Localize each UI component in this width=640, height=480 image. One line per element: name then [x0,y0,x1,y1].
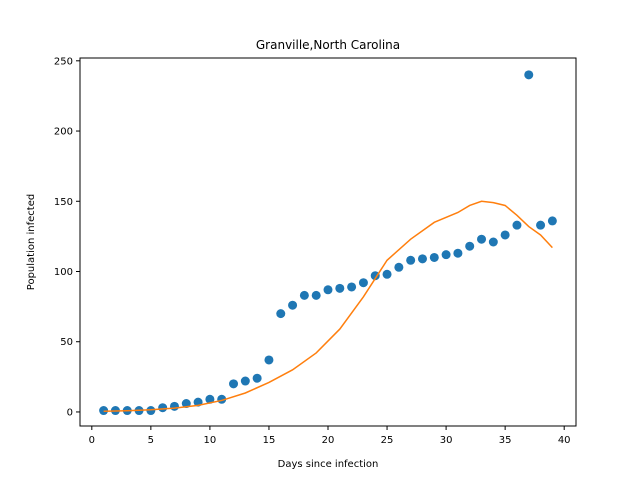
data-point [382,269,392,279]
x-axis: 0 5 10 15 20 25 30 35 40 [89,426,571,446]
y-axis: 0 50 100 150 200 250 [54,56,80,418]
data-point [299,290,309,300]
data-point [370,271,380,281]
x-tick-label: 25 [381,435,394,446]
data-point [276,309,286,319]
data-point [323,285,333,295]
data-point [465,241,475,251]
data-point [335,283,345,293]
data-point [417,254,427,264]
data-point [169,401,179,411]
data-point [229,379,239,389]
data-point [500,230,510,240]
data-point [347,282,357,292]
x-tick-label: 20 [322,435,335,446]
data-point [252,373,262,383]
y-tick-label: 0 [67,407,73,418]
y-tick-label: 150 [54,197,73,208]
data-point [358,278,368,288]
data-point [394,262,404,272]
data-point [524,70,534,80]
plot-area [99,70,557,416]
data-point [429,252,439,262]
y-tick-label: 100 [54,267,73,278]
x-tick-label: 0 [89,435,95,446]
x-tick-label: 35 [499,435,512,446]
data-point [477,234,487,244]
data-point [240,376,250,386]
data-point [547,216,557,226]
chart-title: Granville,North Carolina [256,38,400,52]
y-tick-label: 200 [54,127,73,138]
data-point [488,237,498,247]
data-point [441,250,451,260]
axes-frame [79,57,577,427]
data-point [288,300,298,310]
data-point [264,355,274,365]
data-point [536,220,546,230]
x-tick-label: 10 [204,435,217,446]
data-point [158,403,168,413]
y-tick-label: 250 [54,56,73,67]
x-tick-label: 5 [148,435,154,446]
x-tick-label: 30 [440,435,453,446]
y-axis-label: Population infected [26,194,37,290]
x-tick-label: 40 [558,435,571,446]
data-point [512,220,522,230]
x-tick-label: 15 [263,435,276,446]
data-point [311,290,321,300]
data-point [406,255,416,265]
data-point [146,406,156,416]
x-axis-label: Days since infection [278,459,379,470]
data-point [453,248,463,258]
data-point [205,394,215,404]
fit-line [103,200,553,412]
y-tick-label: 50 [60,337,73,348]
